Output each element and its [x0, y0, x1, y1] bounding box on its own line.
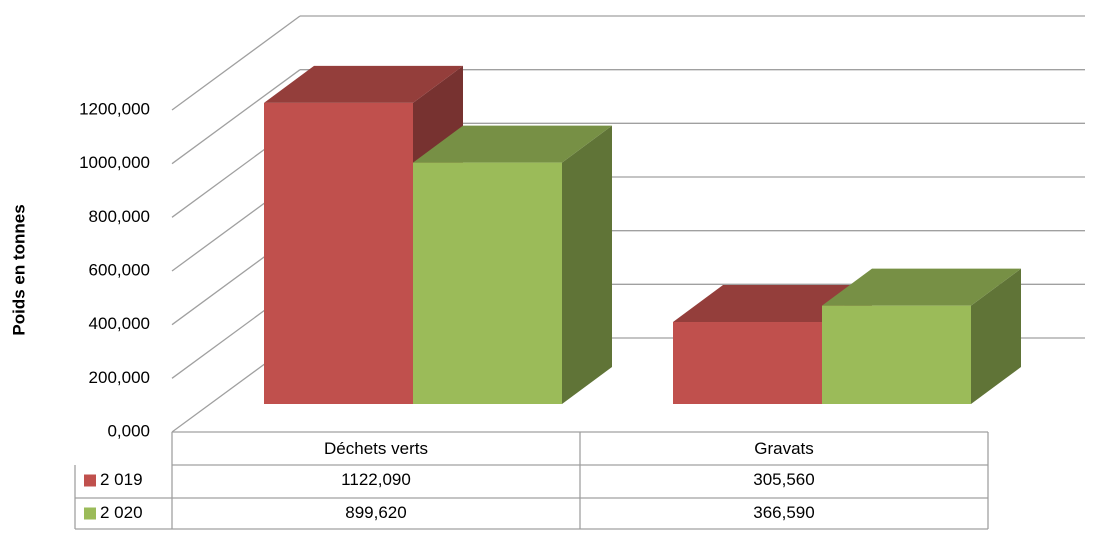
bar-side: [971, 268, 1021, 404]
y-tick-label: 0,000: [107, 421, 150, 440]
x-tick-label: Gravats: [754, 439, 814, 458]
data-label: 1122,090: [341, 470, 411, 489]
bar: [413, 162, 562, 404]
y-tick-label: 1200,000: [79, 99, 150, 118]
data-label: 366,590: [753, 503, 814, 522]
y-tick-label: 1000,000: [79, 153, 150, 172]
legend-label: 2 020: [100, 503, 143, 522]
y-axis-label: Poids en tonnes: [9, 204, 28, 335]
grid-line: [171, 15, 301, 111]
legend-label: 2 019: [100, 470, 143, 489]
y-tick-label: 600,000: [89, 260, 150, 279]
data-label: 305,560: [753, 470, 814, 489]
data-label: 899,620: [345, 503, 406, 522]
bar: [673, 322, 822, 404]
y-tick-label: 200,000: [89, 368, 150, 387]
bar-top: [822, 268, 1021, 306]
legend-swatch: [84, 507, 96, 520]
y-tick-label: 400,000: [89, 314, 150, 333]
bar-side: [562, 125, 612, 405]
bar-top: [264, 65, 463, 103]
bar: [264, 102, 413, 404]
y-tick-label: 800,000: [89, 207, 150, 226]
bar: [822, 305, 971, 404]
legend-swatch: [84, 474, 96, 487]
bar-top: [413, 125, 612, 163]
x-tick-label: Déchets verts: [324, 439, 428, 458]
grid-line: [171, 69, 301, 165]
